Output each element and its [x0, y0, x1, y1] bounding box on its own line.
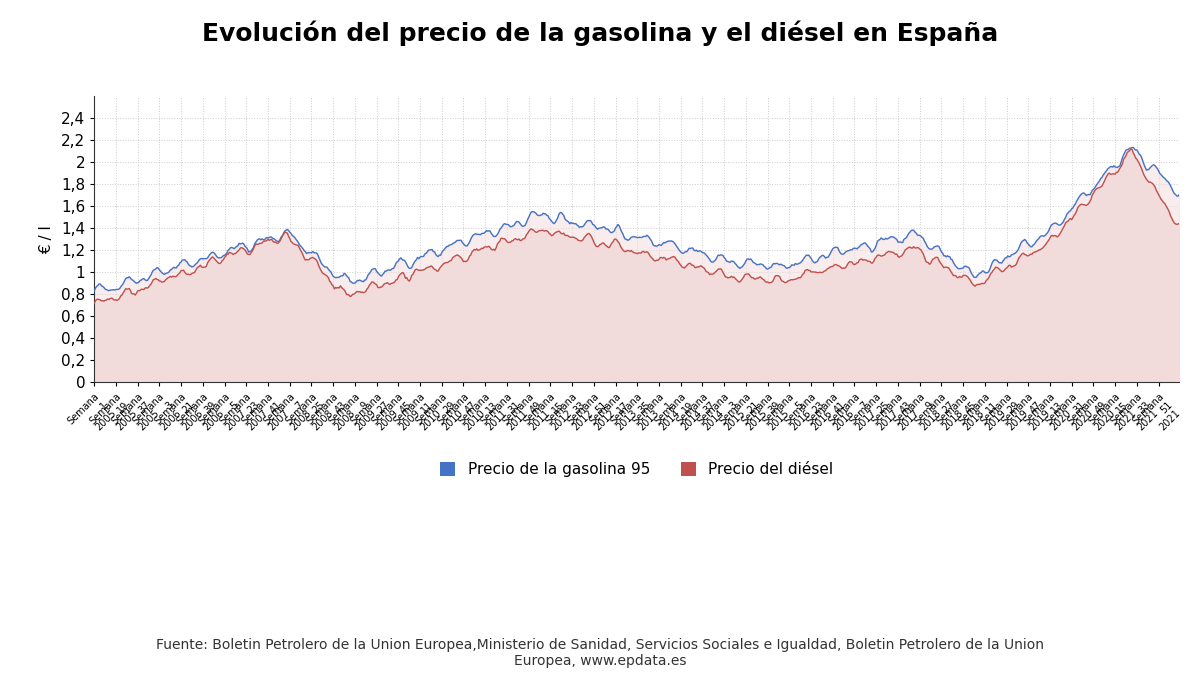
Legend: Precio de la gasolina 95, Precio del diésel: Precio de la gasolina 95, Precio del dié… [434, 456, 839, 483]
Y-axis label: € / l: € / l [38, 225, 54, 254]
Text: Evolución del precio de la gasolina y el diésel en España: Evolución del precio de la gasolina y el… [202, 20, 998, 46]
Text: Fuente: Boletin Petrolero de la Union Europea,Ministerio de Sanidad, Servicios S: Fuente: Boletin Petrolero de la Union Eu… [156, 638, 1044, 668]
